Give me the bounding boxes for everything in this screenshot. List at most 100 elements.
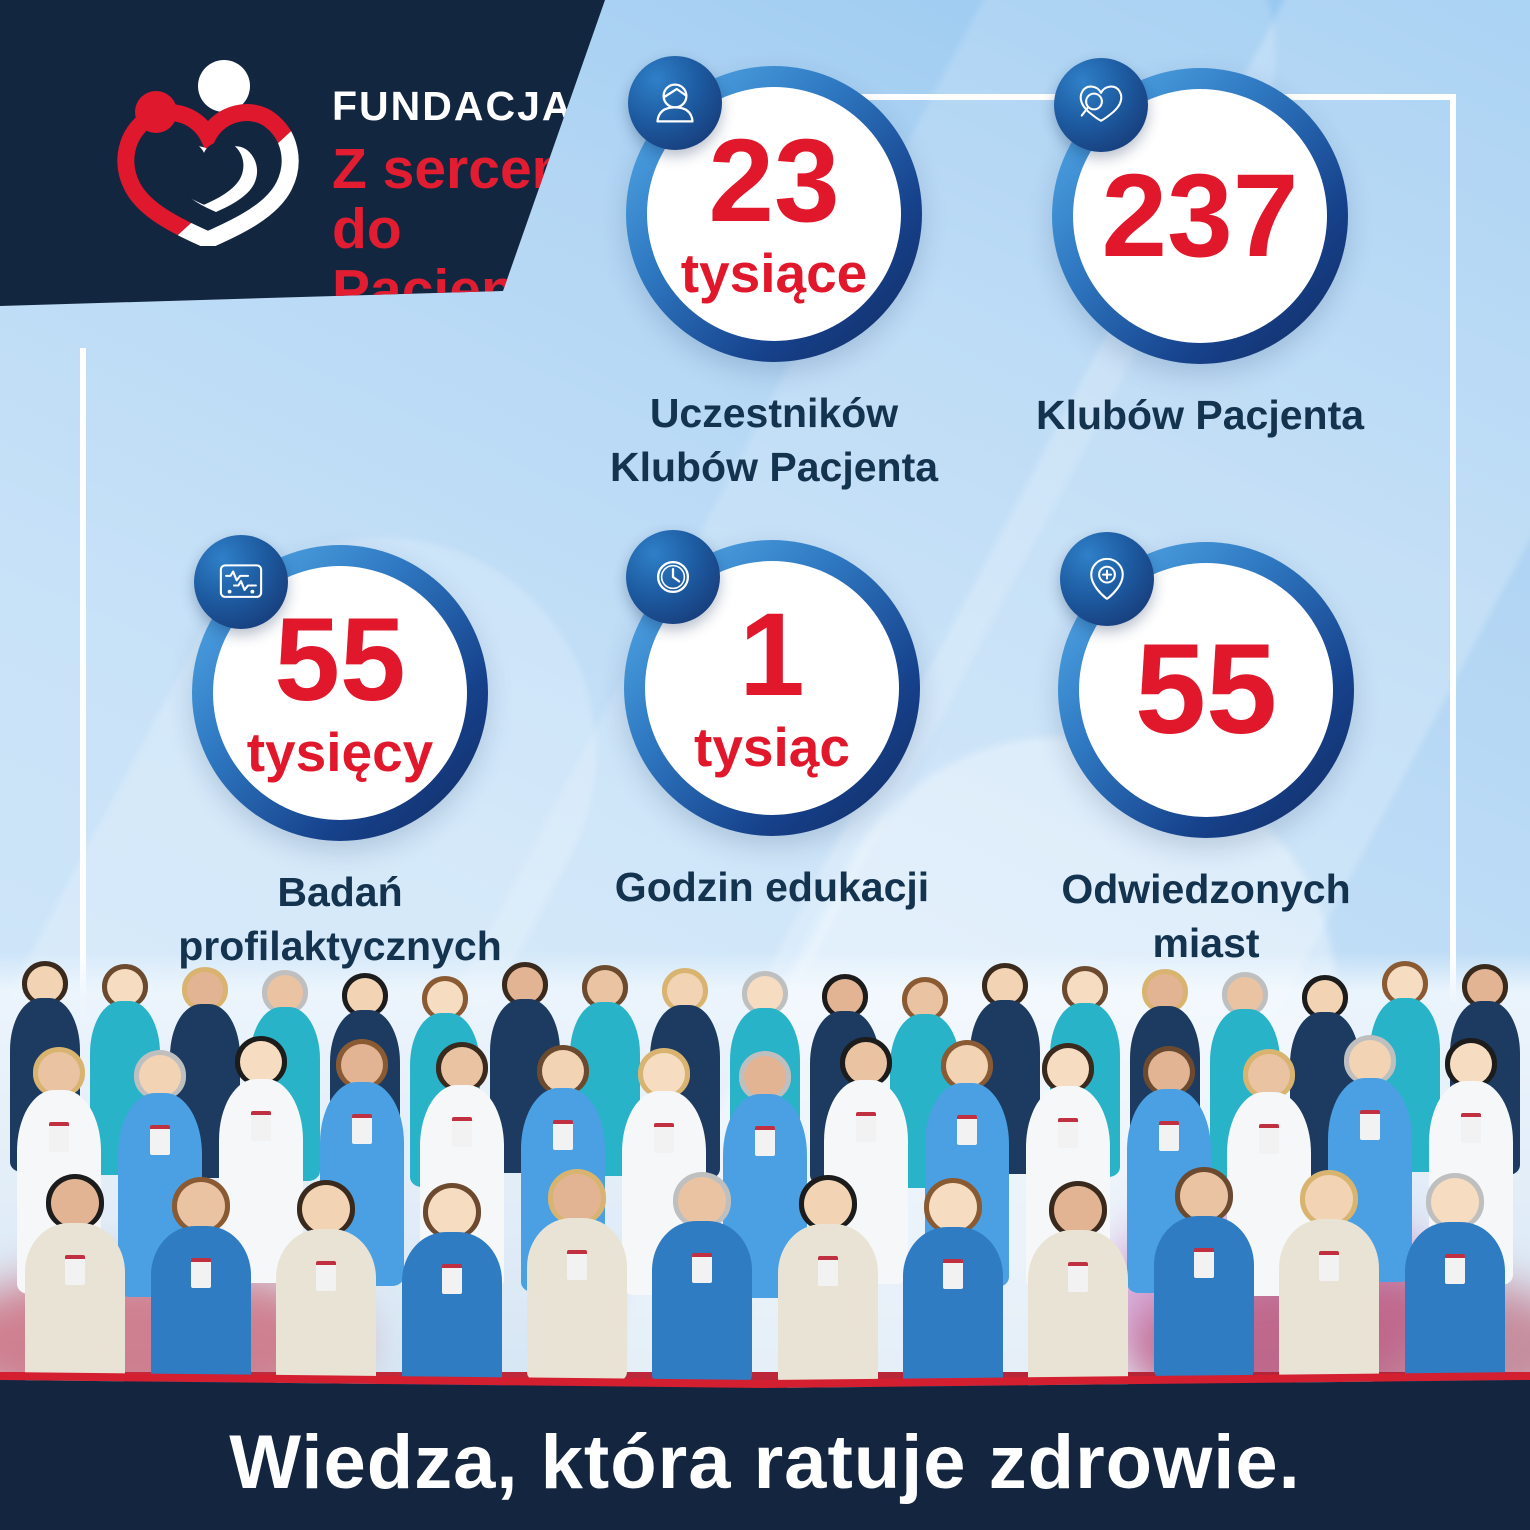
group-photo bbox=[0, 652, 1530, 1530]
person-torso bbox=[652, 1221, 753, 1385]
person-head bbox=[587, 970, 623, 1006]
person-figure bbox=[652, 1172, 753, 1385]
stat-label: Godzin edukacji bbox=[614, 864, 930, 910]
stat-label: Uczestników Klubów Pacjenta bbox=[609, 390, 939, 491]
person-badge bbox=[956, 1115, 977, 1145]
person-torso bbox=[1404, 1222, 1505, 1386]
person-head bbox=[552, 1174, 601, 1222]
stat-circle: 55 tysięcy bbox=[192, 545, 488, 841]
stat-label: Badań profilaktycznych bbox=[178, 869, 502, 970]
person-figure bbox=[777, 1175, 878, 1388]
person-badge bbox=[441, 1264, 462, 1294]
person-head bbox=[803, 1180, 852, 1228]
person-torso bbox=[903, 1227, 1003, 1391]
person-badge bbox=[190, 1258, 211, 1288]
person-head bbox=[1305, 1175, 1354, 1223]
stat-value: 237 bbox=[1101, 149, 1299, 282]
person-head bbox=[643, 1053, 686, 1095]
person-badge bbox=[1259, 1124, 1280, 1154]
stat-unit: tysięcy bbox=[246, 721, 434, 784]
person-figure bbox=[526, 1169, 627, 1382]
person-badge bbox=[1158, 1121, 1179, 1151]
person-head bbox=[1067, 971, 1103, 1007]
person-badge bbox=[566, 1250, 587, 1280]
person-head bbox=[107, 969, 143, 1005]
person-badge bbox=[1461, 1113, 1482, 1143]
stat-value: 23 bbox=[708, 115, 840, 248]
person-head bbox=[844, 1042, 887, 1084]
frame-line-right bbox=[1450, 94, 1456, 1002]
person-figure bbox=[1153, 1167, 1254, 1380]
person-icon bbox=[628, 56, 722, 150]
person-figure bbox=[903, 1178, 1003, 1391]
person-head bbox=[1349, 1040, 1392, 1082]
person-head bbox=[138, 1055, 181, 1097]
person-figure bbox=[276, 1180, 377, 1393]
person-badge bbox=[1360, 1110, 1381, 1140]
person-head bbox=[347, 978, 383, 1014]
person-badge bbox=[943, 1259, 963, 1289]
person-head bbox=[747, 976, 783, 1012]
person-badge bbox=[1057, 1118, 1078, 1148]
person-badge bbox=[65, 1255, 86, 1285]
stat-label: Klubów Pacjenta bbox=[1035, 392, 1365, 438]
person-badge bbox=[692, 1253, 713, 1283]
person-head bbox=[37, 1052, 80, 1094]
person-head bbox=[945, 1045, 988, 1087]
person-torso bbox=[276, 1229, 377, 1393]
person-head bbox=[907, 982, 943, 1018]
ecg-monitor-icon bbox=[194, 535, 288, 629]
person-figure bbox=[150, 1177, 251, 1390]
person-head bbox=[507, 967, 543, 1003]
person-badge bbox=[1068, 1262, 1089, 1292]
person-head bbox=[27, 966, 63, 1002]
person-badge bbox=[855, 1112, 876, 1142]
person-head bbox=[1430, 1178, 1479, 1226]
person-head bbox=[1450, 1043, 1493, 1085]
person-figure bbox=[1028, 1181, 1129, 1394]
person-head bbox=[744, 1056, 786, 1098]
crowd-row bbox=[0, 1167, 1530, 1396]
person-head bbox=[340, 1044, 383, 1086]
person-head bbox=[1467, 969, 1503, 1005]
person-badge bbox=[654, 1123, 675, 1153]
stat-cities: 55 Odwiedzonych miast bbox=[1058, 532, 1354, 966]
person-badge bbox=[755, 1126, 775, 1156]
person-head bbox=[267, 975, 303, 1011]
person-head bbox=[1147, 974, 1183, 1010]
person-head bbox=[1307, 980, 1343, 1016]
person-badge bbox=[452, 1117, 473, 1147]
person-head bbox=[667, 973, 703, 1009]
stat-value: 1 bbox=[739, 589, 805, 722]
person-torso bbox=[526, 1218, 627, 1382]
person-head bbox=[187, 972, 223, 1008]
stat-clubs: 237 Klubów Pacjenta bbox=[1036, 58, 1364, 438]
person-badge bbox=[553, 1120, 574, 1150]
clock-icon bbox=[626, 530, 720, 624]
person-head bbox=[987, 968, 1023, 1004]
stat-value: 55 bbox=[1134, 618, 1278, 762]
person-head bbox=[176, 1182, 225, 1230]
person-head bbox=[542, 1050, 585, 1092]
person-head bbox=[1046, 1048, 1089, 1090]
person-badge bbox=[1319, 1251, 1340, 1281]
person-badge bbox=[316, 1261, 337, 1291]
header-banner: FUNDACJA Z sercem do Pacjenta bbox=[0, 0, 605, 306]
person-head bbox=[427, 981, 463, 1017]
person-head bbox=[1054, 1186, 1103, 1234]
stat-education-hours: 1 tysiąc Godzin edukacji bbox=[615, 530, 929, 910]
stat-unit: tysiąc bbox=[694, 716, 850, 779]
person-head bbox=[51, 1179, 100, 1227]
person-figure bbox=[401, 1183, 502, 1396]
person-torso bbox=[1028, 1230, 1129, 1394]
person-torso bbox=[1153, 1216, 1254, 1380]
person-torso bbox=[150, 1226, 251, 1390]
person-torso bbox=[777, 1224, 878, 1388]
person-head bbox=[1179, 1172, 1228, 1220]
person-head bbox=[1227, 977, 1263, 1013]
person-figure bbox=[1279, 1170, 1380, 1383]
person-torso bbox=[1279, 1219, 1380, 1383]
person-head bbox=[1248, 1054, 1291, 1096]
person-head bbox=[239, 1041, 282, 1083]
